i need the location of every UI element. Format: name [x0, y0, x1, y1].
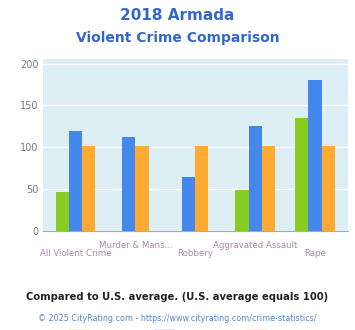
Text: Robbery: Robbery: [177, 249, 213, 258]
Bar: [235, 190, 248, 231]
Bar: [56, 192, 69, 231]
Text: © 2025 CityRating.com - https://www.cityrating.com/crime-statistics/: © 2025 CityRating.com - https://www.city…: [38, 314, 317, 323]
Bar: [195, 147, 208, 231]
Text: 2018 Armada: 2018 Armada: [120, 8, 235, 23]
Text: Violent Crime Comparison: Violent Crime Comparison: [76, 31, 279, 45]
Bar: [122, 137, 135, 231]
Legend: Armada, Michigan, National: Armada, Michigan, National: [64, 326, 327, 330]
Text: Aggravated Assault: Aggravated Assault: [213, 241, 297, 250]
Bar: [82, 147, 95, 231]
Bar: [322, 147, 335, 231]
Text: Murder & Mans...: Murder & Mans...: [99, 241, 172, 250]
Bar: [308, 80, 322, 231]
Bar: [182, 177, 195, 231]
Text: Rape: Rape: [304, 249, 326, 258]
Text: All Violent Crime: All Violent Crime: [40, 249, 111, 258]
Bar: [69, 131, 82, 231]
Bar: [262, 147, 275, 231]
Text: Compared to U.S. average. (U.S. average equals 100): Compared to U.S. average. (U.S. average …: [26, 292, 329, 302]
Bar: [135, 147, 148, 231]
Bar: [248, 126, 262, 231]
Bar: [295, 118, 308, 231]
